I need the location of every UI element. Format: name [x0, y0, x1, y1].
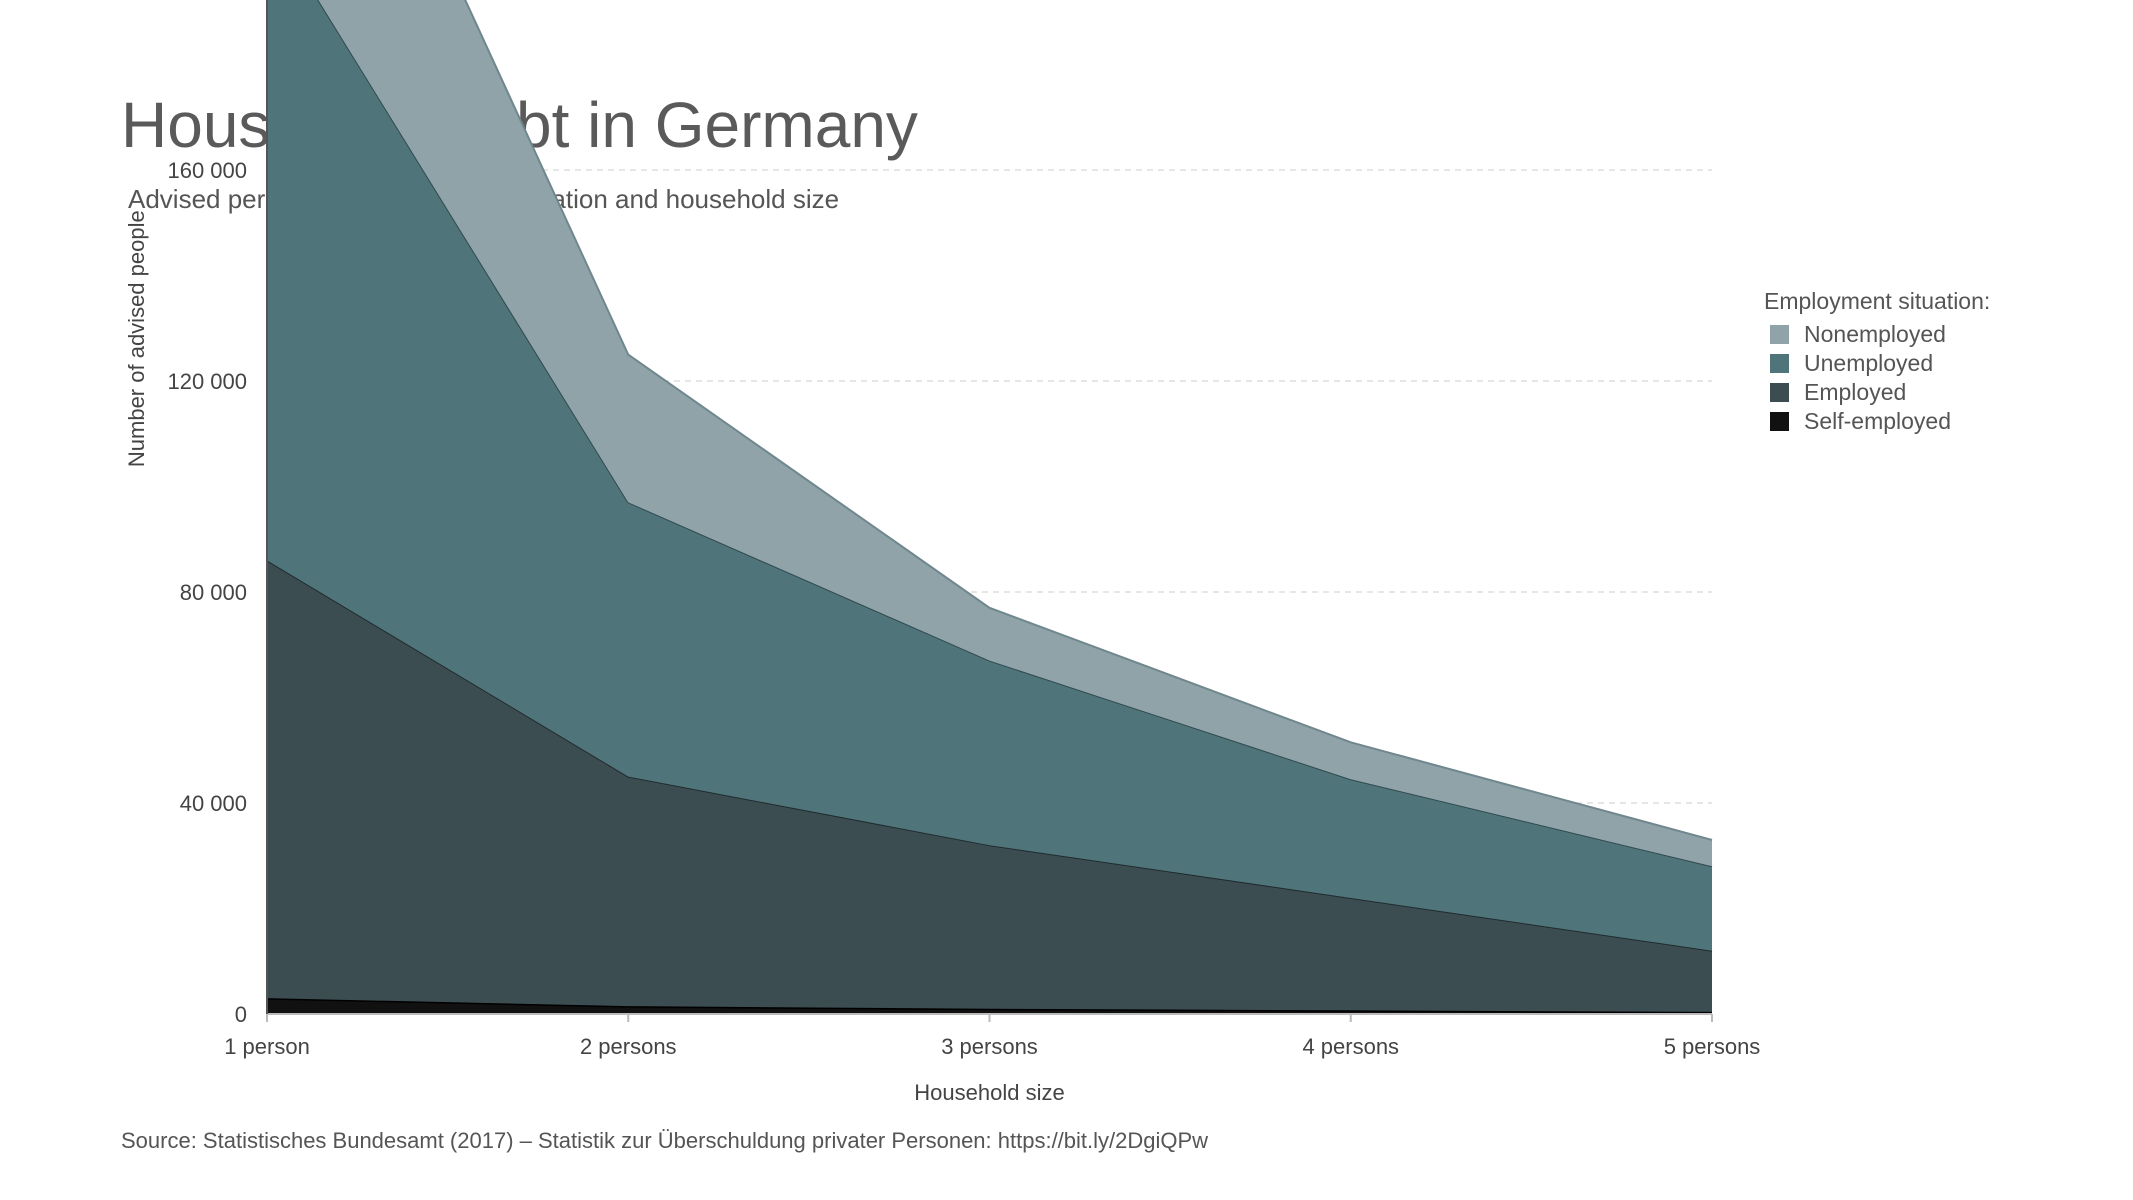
legend-item: Self-employed	[1770, 407, 2104, 436]
x-tick-label: 3 persons	[941, 1034, 1038, 1059]
area-employed	[267, 560, 1712, 1012]
legend-label: Nonemployed	[1804, 321, 1946, 347]
x-tick-label: 2 persons	[580, 1034, 677, 1059]
source-note: Source: Statistisches Bundesamt (2017) –…	[121, 1128, 1209, 1153]
y-tick-label: 80 000	[180, 580, 247, 605]
x-tick-label: 5 persons	[1664, 1034, 1761, 1059]
x-tick-label: 1 person	[224, 1034, 310, 1059]
x-axis-ticks: 1 person 2 persons 3 persons 4 persons 5 per…	[224, 1014, 1760, 1059]
y-tick-label: 120 000	[167, 369, 247, 394]
legend-swatch	[1770, 383, 1789, 402]
legend-swatch	[1770, 412, 1789, 431]
legend-swatch	[1770, 354, 1789, 373]
y-tick-label: 0	[235, 1002, 247, 1027]
area-nonemployed	[318, 0, 1712, 867]
y-axis-label: Number of advised people	[124, 210, 149, 467]
legend: Employment situation: Nonemployed Unemplo…	[1764, 288, 2104, 436]
area-series	[266, 0, 1713, 1014]
legend-item: Employed	[1770, 378, 2104, 407]
legend-label: Self-employed	[1804, 408, 1952, 434]
legend-label: Unemployed	[1804, 350, 1934, 376]
x-tick-label: 4 persons	[1302, 1034, 1399, 1059]
x-axis-label: Household size	[914, 1080, 1064, 1105]
legend-swatch	[1770, 325, 1789, 344]
legend-label: Employed	[1804, 379, 1907, 405]
legend-items: Nonemployed Unemployed Employed Self-employ…	[1764, 320, 2104, 436]
y-tick-label: 160 000	[167, 158, 247, 183]
legend-title: Employment situation:	[1764, 288, 1991, 314]
y-tick-label: 40 000	[180, 791, 247, 816]
area-edge-nonemployed	[464, 0, 1713, 841]
area-self-employed	[267, 998, 1712, 1014]
area-unemployed	[267, 0, 1712, 951]
legend-item: Nonemployed	[1770, 320, 2104, 349]
legend-item: Unemployed	[1770, 349, 2104, 378]
